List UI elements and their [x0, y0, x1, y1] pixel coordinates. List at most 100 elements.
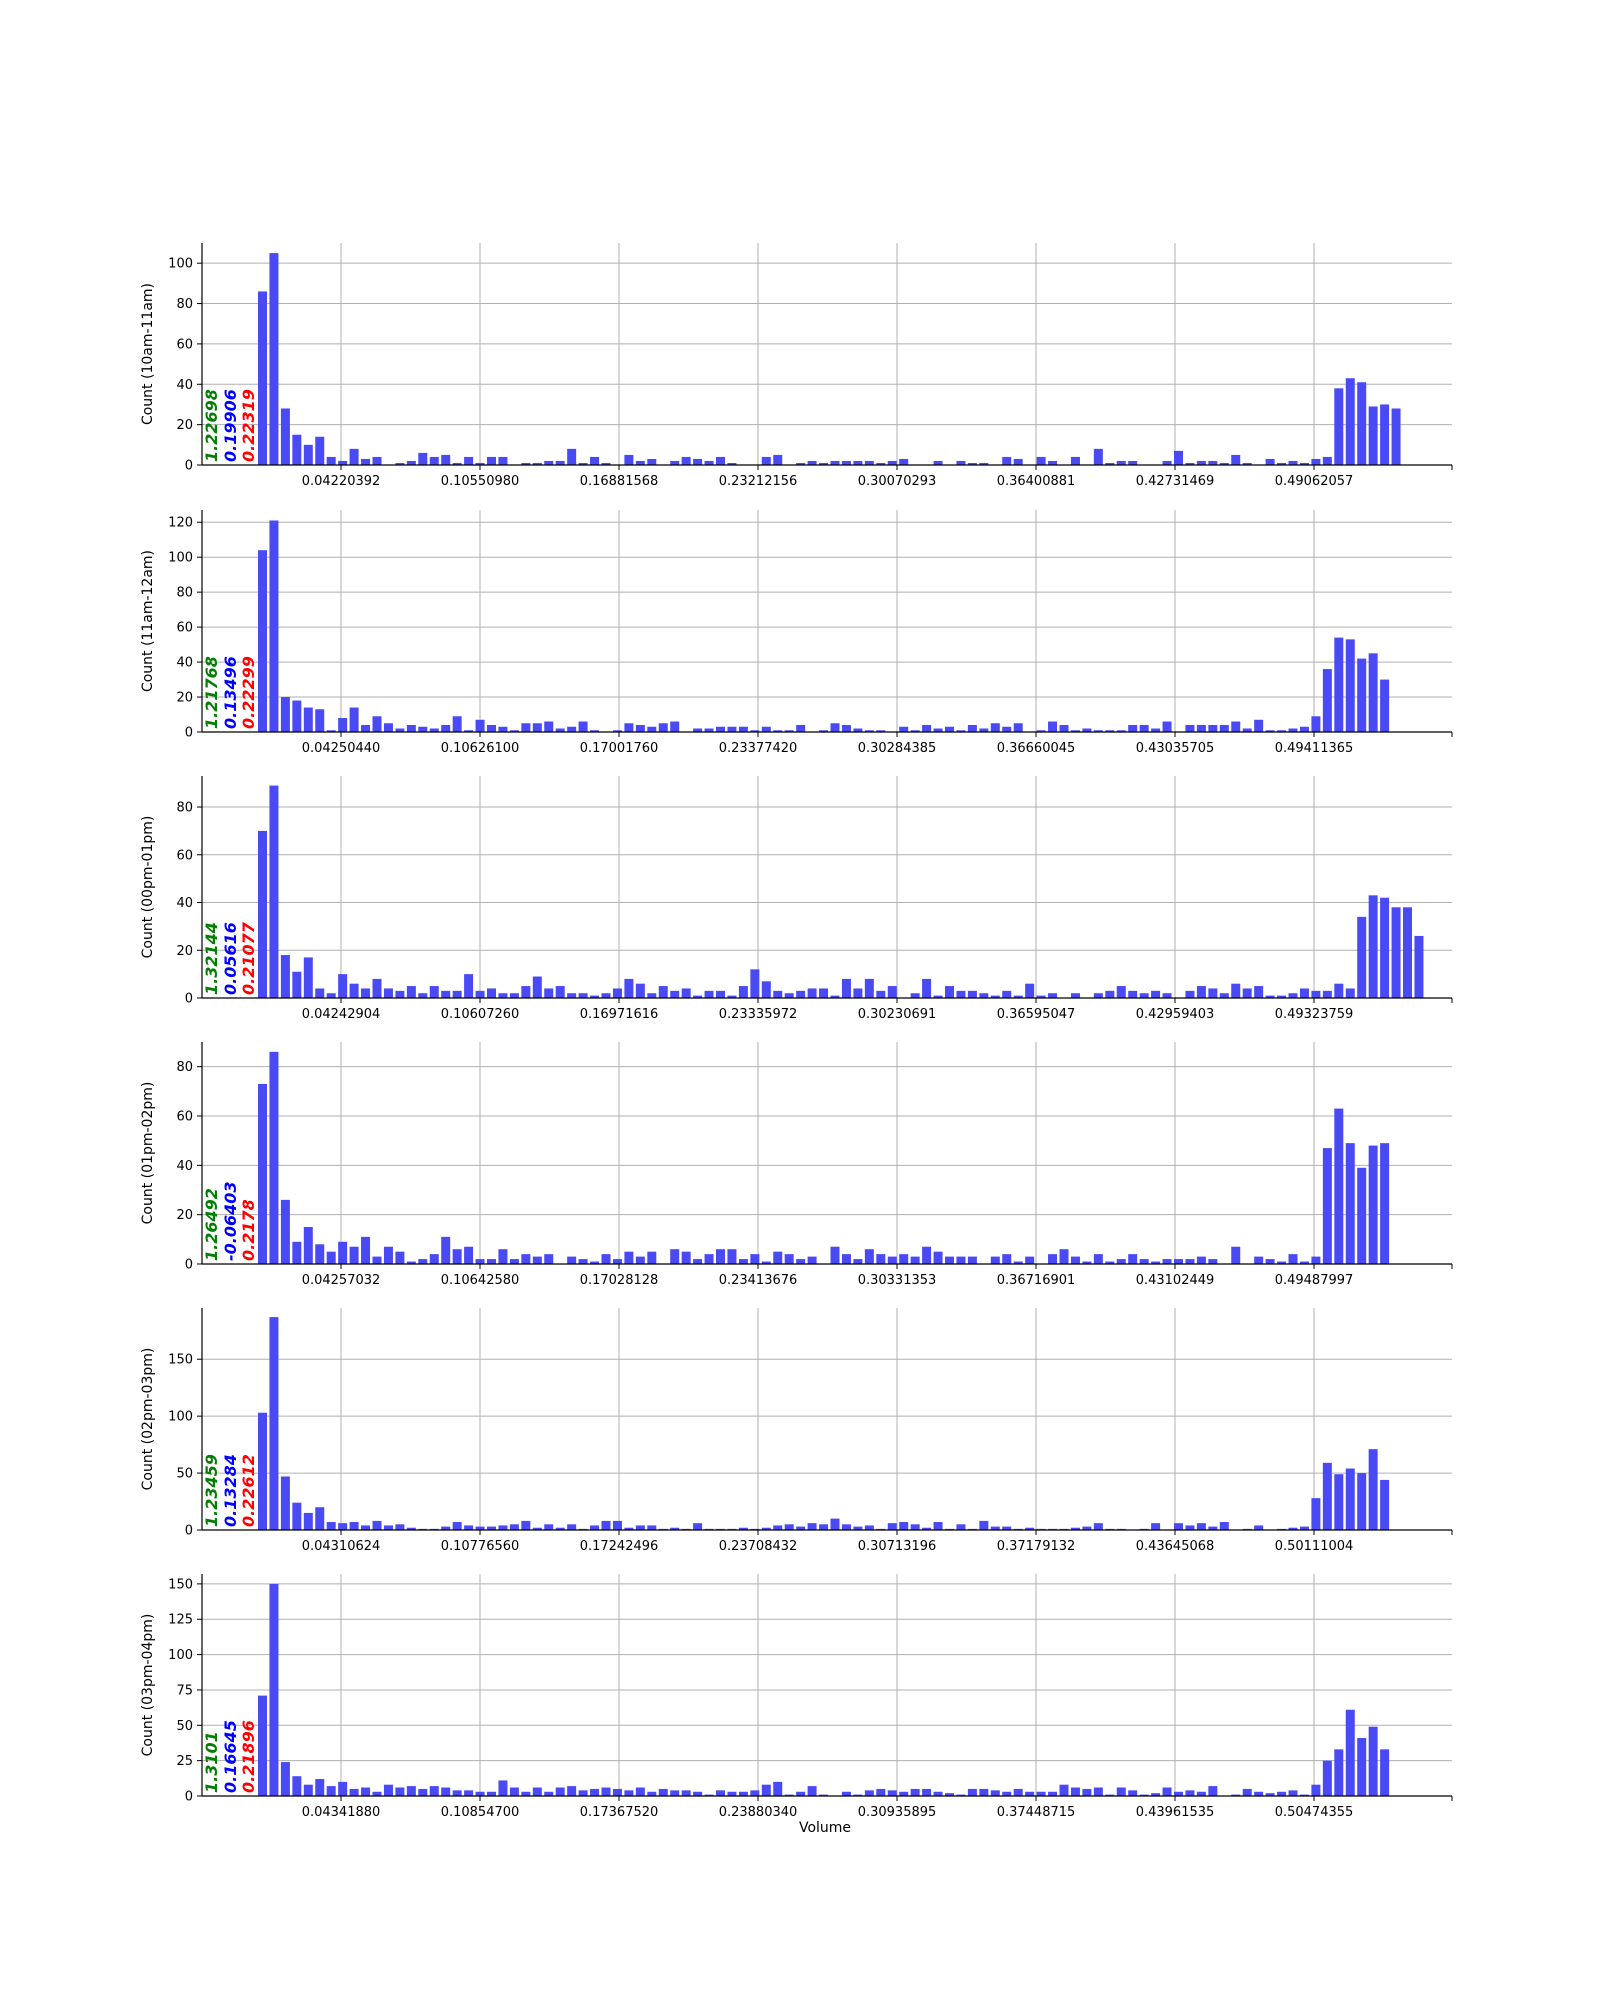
histogram-bar — [395, 1251, 405, 1264]
y-tick-label: 20 — [176, 944, 193, 959]
histogram-bar — [372, 456, 382, 465]
histogram-bar — [1196, 1523, 1206, 1530]
histogram-bar — [1013, 723, 1023, 732]
histogram-bar — [693, 1523, 703, 1530]
histogram-bar — [853, 1259, 863, 1264]
x-tick-label: 0.43645068 — [1136, 1539, 1215, 1554]
y-tick-label: 80 — [176, 801, 193, 816]
histogram-bar — [498, 1525, 508, 1530]
histogram-bar — [1025, 1527, 1035, 1530]
histogram-bar — [326, 730, 336, 732]
y-tick-label: 0 — [185, 1258, 193, 1273]
x-tick-label: 0.43961535 — [1136, 1805, 1215, 1820]
histogram-bar — [303, 1227, 313, 1264]
histogram-bar — [372, 1520, 382, 1530]
histogram-bar — [1208, 988, 1218, 998]
histogram-bar — [945, 986, 954, 998]
histogram-bar — [887, 1790, 897, 1796]
histogram-bar — [441, 454, 451, 465]
histogram-bar — [830, 460, 840, 465]
histogram-bar — [544, 721, 554, 732]
histogram-bar — [876, 462, 886, 465]
histogram-bar — [1082, 1788, 1092, 1796]
histogram-bar — [418, 1788, 428, 1796]
y-axis-label: Count (03pm-04pm) — [140, 1614, 156, 1757]
histogram-bar — [1185, 462, 1195, 465]
histogram-bar — [853, 1794, 863, 1796]
histogram-bar — [1299, 1261, 1309, 1264]
histogram-bar — [487, 1526, 496, 1530]
histogram-bar — [1299, 1526, 1309, 1530]
x-tick-label: 0.17028128 — [580, 1273, 659, 1288]
histogram-bar — [315, 436, 325, 465]
x-tick-label: 0.30070293 — [858, 474, 937, 489]
x-tick-label: 0.10626100 — [441, 741, 520, 756]
histogram-bar — [280, 1762, 290, 1796]
histogram-bar — [647, 1791, 657, 1796]
histogram-bar — [910, 730, 920, 732]
histogram-bar — [280, 1476, 290, 1530]
histogram-bar — [899, 726, 909, 732]
histogram-bar — [1059, 1249, 1069, 1264]
y-tick-label: 75 — [176, 1683, 193, 1698]
histogram-bar — [578, 1790, 588, 1796]
y-axis-label: Count (02pm-03pm) — [140, 1348, 156, 1491]
histogram-bar — [338, 718, 348, 732]
histogram-bar — [326, 1786, 336, 1796]
histogram-bar — [406, 1261, 416, 1264]
histogram-bar — [521, 1254, 531, 1264]
histogram-bar — [452, 990, 462, 998]
histogram-bar — [635, 1256, 645, 1264]
histogram-bar — [269, 520, 279, 732]
histogram-bar — [853, 728, 863, 732]
x-tick-label: 0.42959403 — [1136, 1007, 1215, 1022]
histogram-bar — [1013, 1261, 1023, 1264]
histogram-bar — [521, 723, 531, 732]
histogram-bar — [761, 1527, 771, 1530]
histogram-bar — [1174, 1259, 1183, 1264]
histogram-bar — [624, 454, 634, 465]
y-tick-label: 60 — [176, 848, 193, 863]
histogram-bar — [738, 1527, 748, 1530]
histogram-bar — [521, 462, 531, 465]
x-tick-label: 0.36595047 — [997, 1007, 1076, 1022]
histogram-bar — [1345, 988, 1355, 998]
stat-label-red: 0.22319 — [239, 389, 258, 462]
histogram-bar — [406, 725, 416, 732]
histogram-bar — [773, 1251, 783, 1264]
histogram-bar — [841, 1791, 851, 1796]
histogram-bar — [670, 1790, 680, 1796]
histogram-bar — [303, 707, 313, 732]
y-axis-label: Count (11am-12am) — [140, 550, 156, 692]
histogram-bar — [1059, 1784, 1069, 1796]
histogram-bar — [349, 707, 359, 732]
histogram-bar — [258, 1695, 267, 1796]
histogram-bar — [990, 1256, 1000, 1264]
histogram-bar — [601, 1254, 611, 1264]
histogram-bar — [716, 456, 725, 465]
histogram-bar — [693, 1791, 703, 1796]
histogram-bar — [383, 988, 393, 998]
histogram-bar — [1196, 986, 1206, 998]
histogram-bar — [1070, 1527, 1080, 1530]
histogram-bar — [1277, 1261, 1287, 1264]
x-tick-label: 0.49411365 — [1275, 741, 1354, 756]
histogram-bar — [933, 995, 943, 998]
histogram-bar — [841, 1254, 851, 1264]
y-tick-label: 40 — [176, 1159, 193, 1174]
histogram-bar — [509, 1787, 519, 1796]
histogram-bar — [1093, 730, 1103, 732]
y-tick-label: 25 — [176, 1754, 193, 1769]
histogram-bar — [807, 460, 817, 465]
histogram-bar — [727, 995, 737, 998]
histogram-bar — [1059, 725, 1069, 732]
histogram-bar — [1345, 639, 1355, 732]
histogram-bar — [464, 730, 474, 732]
histogram-bar — [716, 1790, 725, 1796]
histogram-bar — [796, 990, 806, 998]
histogram-bar — [315, 988, 325, 998]
x-tick-label: 0.16881568 — [580, 474, 659, 489]
histogram-bar — [1105, 1261, 1115, 1264]
y-tick-label: 40 — [176, 656, 193, 671]
histogram-bar — [933, 1791, 943, 1796]
